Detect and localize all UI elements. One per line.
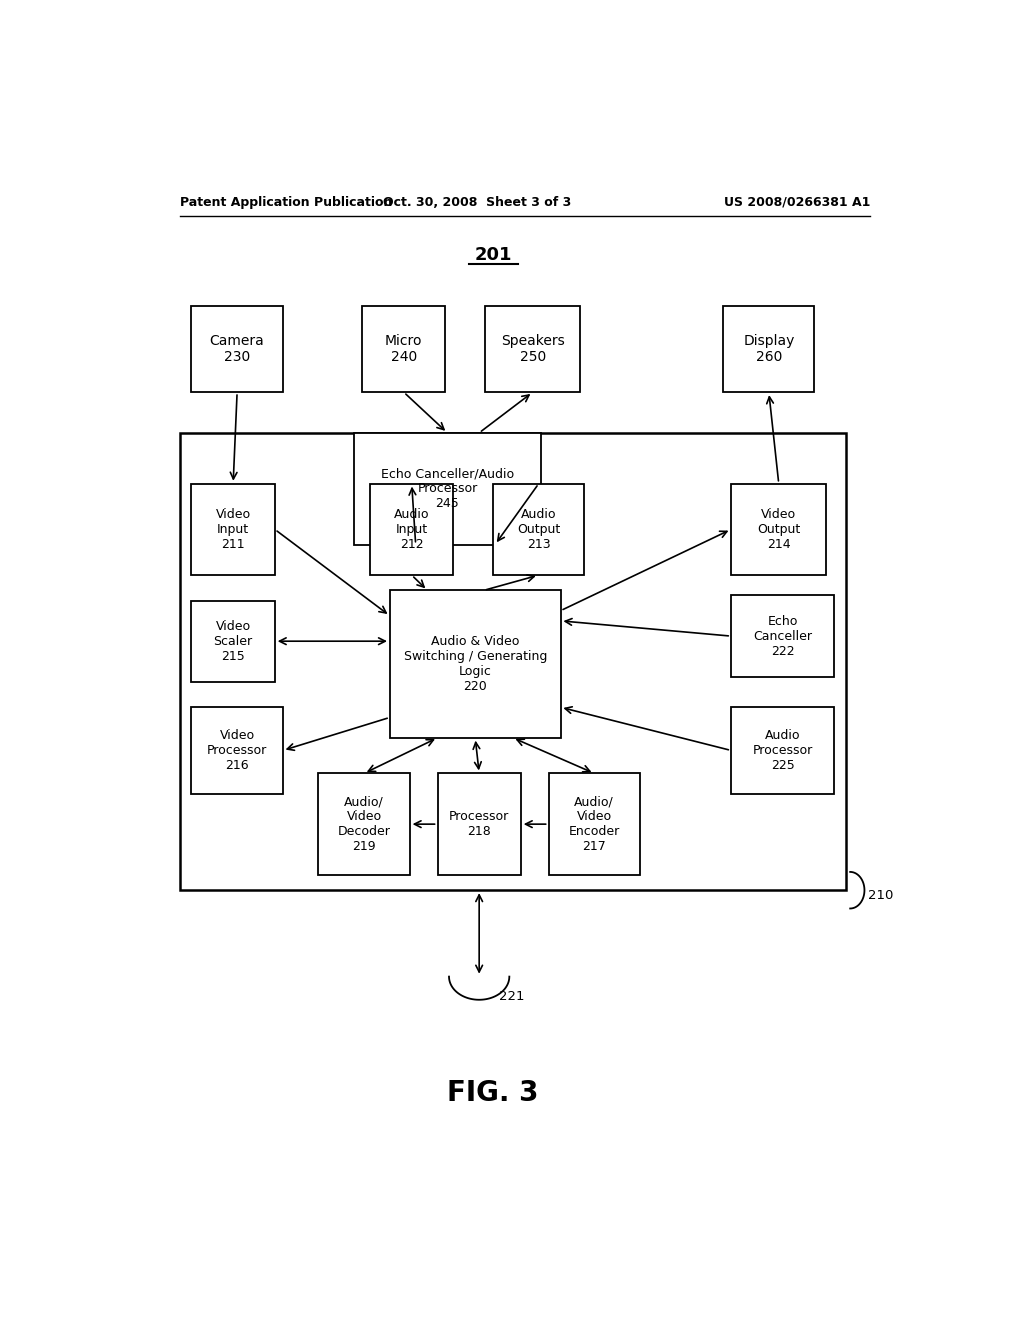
Text: Audio & Video
Switching / Generating
Logic
220: Audio & Video Switching / Generating Log… [403, 635, 547, 693]
Bar [437, 774, 521, 875]
Bar [485, 306, 581, 392]
Text: Video
Scaler
215: Video Scaler 215 [214, 619, 253, 663]
Text: Oct. 30, 2008  Sheet 3 of 3: Oct. 30, 2008 Sheet 3 of 3 [383, 195, 571, 209]
Bar [494, 483, 585, 576]
Text: Audio/
Video
Decoder
219: Audio/ Video Decoder 219 [338, 795, 390, 853]
Text: Audio
Input
212: Audio Input 212 [394, 508, 429, 550]
Bar [179, 433, 846, 890]
Text: 201: 201 [474, 246, 512, 264]
Bar [191, 708, 283, 793]
Bar [370, 483, 454, 576]
Text: Display
260: Display 260 [743, 334, 795, 364]
Bar [723, 306, 814, 392]
Text: Echo Canceller/Audio
Processor
245: Echo Canceller/Audio Processor 245 [381, 467, 514, 511]
Text: Speakers
250: Speakers 250 [501, 334, 564, 364]
Text: Video
Input
211: Video Input 211 [216, 508, 251, 550]
Text: Patent Application Publication: Patent Application Publication [179, 195, 392, 209]
Text: Micro
240: Micro 240 [385, 334, 423, 364]
Bar [354, 433, 541, 545]
Text: Processor
218: Processor 218 [450, 810, 509, 838]
Bar [191, 306, 283, 392]
Text: 221: 221 [499, 990, 524, 1003]
Bar [191, 601, 274, 682]
Bar [731, 708, 835, 793]
Bar [731, 483, 826, 576]
Bar [731, 595, 835, 677]
Text: Audio
Processor
225: Audio Processor 225 [753, 729, 813, 772]
Bar [362, 306, 445, 392]
Text: Echo
Canceller
222: Echo Canceller 222 [754, 615, 812, 657]
Bar [191, 483, 274, 576]
Text: Video
Processor
216: Video Processor 216 [207, 729, 267, 772]
Bar [390, 590, 560, 738]
Text: US 2008/0266381 A1: US 2008/0266381 A1 [724, 195, 870, 209]
Text: FIG. 3: FIG. 3 [447, 1080, 539, 1107]
Text: 210: 210 [867, 888, 893, 902]
Text: Video
Output
214: Video Output 214 [757, 508, 801, 550]
Text: Audio/
Video
Encoder
217: Audio/ Video Encoder 217 [568, 795, 620, 853]
Bar [549, 774, 640, 875]
Text: Audio
Output
213: Audio Output 213 [517, 508, 560, 550]
Bar [318, 774, 410, 875]
Text: Camera
230: Camera 230 [210, 334, 264, 364]
